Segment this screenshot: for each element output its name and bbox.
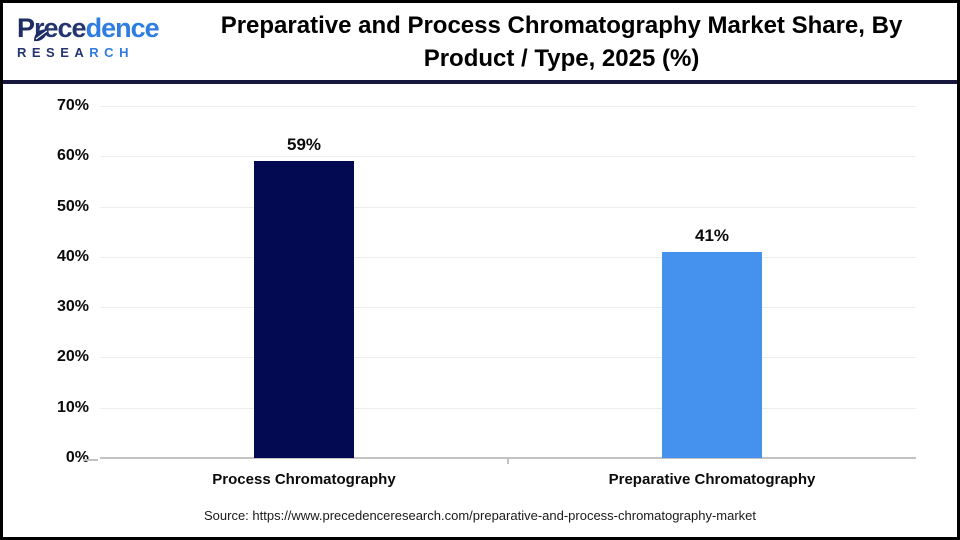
brand-letter-p: P	[17, 13, 35, 43]
chart-title: Preparative and Process Chromatography M…	[178, 9, 945, 75]
x-axis-stub	[83, 459, 98, 461]
x-tick	[507, 459, 509, 464]
bar-value-label: 59%	[286, 135, 322, 155]
y-tick-label: 10%	[56, 398, 89, 416]
header-divider	[3, 80, 957, 84]
chart-title-line1: Preparative and Process Chromatography M…	[220, 12, 903, 39]
brand-subtitle-dark: RESEA	[17, 45, 90, 60]
y-tick-label: 40%	[56, 247, 89, 265]
brand-subtitle-light: RCH	[89, 45, 134, 60]
brand-name-light: dence	[85, 13, 160, 43]
y-gridline	[100, 407, 916, 409]
bar-value-label: 41%	[694, 225, 730, 245]
bar	[254, 161, 354, 458]
x-category-label: Process Chromatography	[212, 471, 396, 488]
bar	[662, 251, 762, 458]
brand-name-dark: rece	[34, 13, 87, 43]
brand-subtitle: RESEARCH	[17, 45, 177, 60]
y-tick-label: 0%	[65, 449, 89, 466]
y-gridline	[100, 156, 916, 158]
chart-title-line2: Product / Type, 2025 (%)	[423, 45, 700, 72]
y-tick-label: 20%	[56, 348, 89, 366]
y-gridline	[100, 256, 916, 258]
x-category-label: Preparative Chromatography	[608, 471, 816, 488]
y-tick-label: 70%	[56, 97, 89, 114]
y-tick-label: 30%	[56, 298, 89, 316]
y-tick-label: 60%	[56, 147, 89, 165]
x-axis-line	[100, 457, 916, 459]
plot-area: 0% 10% 20% 30% 40% 50% 60% 70% 59% Process Chroma…	[3, 84, 957, 537]
y-gridline	[100, 106, 916, 107]
y-gridline	[100, 357, 916, 359]
y-gridline	[100, 206, 916, 208]
y-tick-label: 50%	[56, 197, 89, 215]
y-gridline	[100, 307, 916, 309]
source-text: Source: https://www.precedenceresearch.c…	[203, 508, 757, 523]
